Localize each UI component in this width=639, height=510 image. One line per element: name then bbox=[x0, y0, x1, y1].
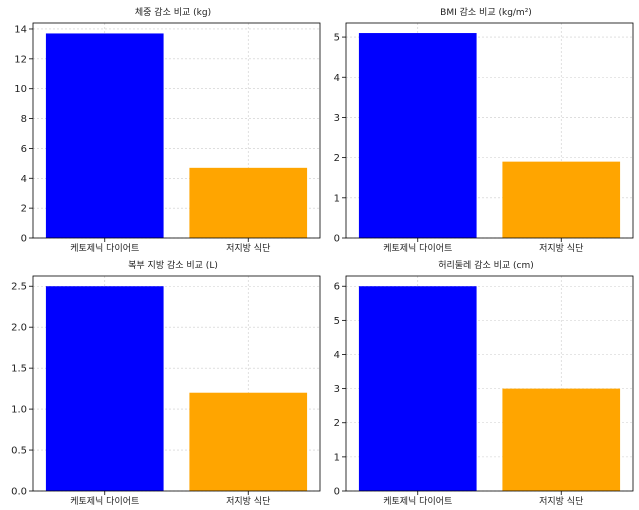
y-tick-label: 5 bbox=[334, 33, 340, 44]
bar-ketogenic bbox=[358, 286, 477, 491]
y-tick-label: 5 bbox=[334, 316, 340, 327]
y-tick-label: 10 bbox=[14, 84, 27, 95]
bar-ketogenic bbox=[45, 33, 164, 239]
axes-frame bbox=[345, 275, 634, 492]
bar-low-fat bbox=[502, 388, 621, 491]
y-tick-label: 4 bbox=[334, 73, 340, 84]
y-tick-label: 1 bbox=[334, 193, 340, 204]
y-tick-label: 6 bbox=[334, 282, 340, 293]
axes-frame bbox=[32, 275, 321, 492]
axes-frame bbox=[345, 22, 634, 239]
y-tick-label: 1.0 bbox=[11, 405, 27, 416]
y-tick-label: 6 bbox=[21, 144, 27, 155]
y-tick-label: 1.5 bbox=[11, 364, 27, 375]
chart-title: 체중 감소 비교 (kg) bbox=[135, 6, 211, 18]
x-tick-label: 케토제닉 다이어트 bbox=[383, 496, 452, 507]
x-tick-label: 저지방 식단 bbox=[226, 243, 270, 254]
y-tick-label: 0 bbox=[334, 487, 340, 498]
x-tick-label: 케토제닉 다이어트 bbox=[70, 243, 139, 254]
y-tick-label: 12 bbox=[14, 54, 27, 65]
x-tick-label: 저지방 식단 bbox=[539, 496, 583, 507]
y-tick-label: 8 bbox=[21, 114, 27, 125]
y-tick-label: 2.0 bbox=[11, 323, 27, 334]
bar-ketogenic bbox=[45, 286, 164, 491]
chart-title: 허리둘레 감소 비교 (cm) bbox=[438, 259, 534, 271]
y-tick-label: 14 bbox=[14, 24, 27, 35]
chart-title: BMI 감소 비교 (kg/m²) bbox=[440, 6, 532, 18]
chart-panel-waist-circumference: 허리둘레 감소 비교 (cm) 0 1 2 3 4 5 6 케토제닉 다이어트 저지방 식단 bbox=[334, 259, 634, 507]
y-tick-label: 4 bbox=[21, 174, 27, 185]
bar-ketogenic bbox=[358, 33, 477, 239]
y-tick-label: 0.0 bbox=[11, 487, 27, 498]
y-tick-label: 1 bbox=[334, 452, 340, 463]
chart-title: 복부 지방 감소 비교 (L) bbox=[128, 259, 218, 271]
x-tick-label: 저지방 식단 bbox=[226, 496, 270, 507]
chart-panel-bmi-reduction: BMI 감소 비교 (kg/m²) 0 1 2 3 4 5 케토제닉 다이어트 저지방 식단 bbox=[334, 6, 634, 254]
y-tick-label: 2 bbox=[334, 418, 340, 429]
x-tick-label: 케토제닉 다이어트 bbox=[383, 243, 452, 254]
y-tick-label: 3 bbox=[334, 384, 340, 395]
bar-low-fat bbox=[502, 161, 621, 238]
x-tick-label: 저지방 식단 bbox=[539, 243, 583, 254]
y-tick-label: 3 bbox=[334, 113, 340, 124]
chart-panel-abdominal-fat: 복부 지방 감소 비교 (L) 0.0 0.5 1.0 1.5 2.0 2.5 케토제닉 다… bbox=[11, 259, 321, 507]
y-tick-label: 2 bbox=[334, 153, 340, 164]
bar-low-fat bbox=[189, 392, 308, 491]
bar-low-fat bbox=[189, 167, 308, 238]
y-tick-label: 4 bbox=[334, 350, 340, 361]
y-tick-label: 0 bbox=[334, 234, 340, 245]
y-tick-label: 0 bbox=[21, 234, 27, 245]
x-tick-label: 케토제닉 다이어트 bbox=[70, 496, 139, 507]
axes-frame bbox=[32, 22, 321, 239]
chart-panel-weight-loss: 체중 감소 비교 (kg) 0 2 4 6 8 10 12 14 케토제닉 다이어트 저지방 식단 bbox=[14, 6, 321, 254]
y-tick-label: 2 bbox=[21, 204, 27, 215]
y-tick-label: 0.5 bbox=[11, 446, 27, 457]
y-tick-label: 2.5 bbox=[11, 282, 27, 293]
